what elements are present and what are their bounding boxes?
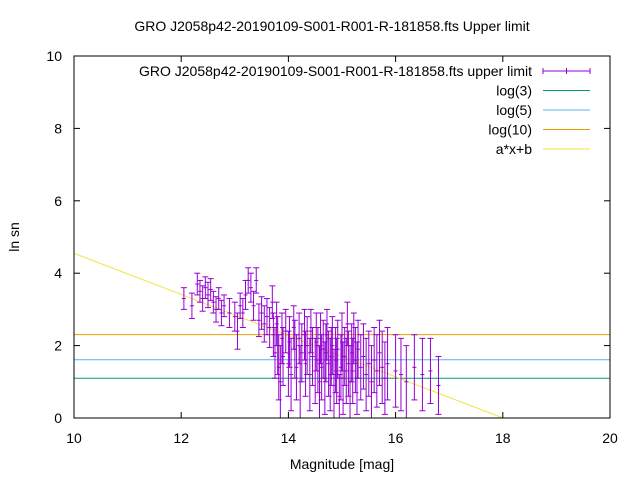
data-point (427, 337, 434, 405)
x-tick-label: 14 (281, 430, 297, 446)
data-point (298, 323, 305, 383)
data-point (237, 292, 244, 319)
legend-label: log(10) (488, 122, 532, 138)
x-axis-label: Magnitude [mag] (290, 456, 394, 472)
data-point (333, 337, 340, 405)
data-point (263, 298, 270, 336)
data-point (247, 272, 254, 303)
data-point (215, 287, 222, 310)
data-point (309, 327, 316, 386)
data-point (261, 305, 268, 343)
data-point (221, 294, 228, 318)
y-tick-label: 6 (54, 193, 62, 209)
data-point (411, 334, 418, 401)
data-point (373, 334, 380, 408)
y-tick-label: 10 (46, 48, 62, 64)
data-point (285, 330, 292, 397)
data-point (231, 301, 238, 332)
data-point (343, 337, 350, 405)
data-point (349, 337, 356, 405)
data-point (253, 267, 260, 294)
data-point (245, 267, 252, 294)
y-tick-label: 4 (54, 265, 62, 281)
data-point (194, 272, 201, 296)
data-point (419, 337, 426, 412)
legend: GRO J2058p42-20190109-S001-R001-R-181858… (139, 63, 591, 157)
data-point (234, 312, 241, 350)
data-point (403, 345, 410, 418)
legend-label: log(3) (496, 83, 532, 99)
data-point (239, 298, 246, 328)
chart-title: GRO J2058p42-20190109-S001-R001-R-181858… (134, 18, 529, 34)
data-point (266, 307, 273, 348)
data-point (188, 292, 195, 319)
data-point (293, 334, 300, 401)
data-point (368, 345, 375, 418)
data-point (202, 276, 209, 300)
data-point (210, 290, 217, 314)
data-point (218, 299, 225, 327)
data-point (384, 327, 391, 401)
data-point (270, 312, 277, 357)
data-point (379, 330, 386, 405)
data-point (258, 296, 265, 330)
data-point (280, 327, 287, 386)
data-point (290, 305, 297, 350)
data-point (365, 330, 372, 397)
y-tick-label: 0 (54, 410, 62, 426)
data-point (255, 303, 262, 338)
data-point (242, 279, 249, 310)
data-point (205, 281, 211, 309)
data-point (376, 319, 383, 386)
data-point (363, 337, 370, 412)
data-point (226, 298, 233, 328)
data-point (322, 323, 329, 383)
data-point (296, 312, 303, 365)
data-point (381, 341, 388, 415)
y-tick-label: 8 (54, 120, 62, 136)
data-points (180, 267, 442, 418)
data-point (288, 337, 295, 412)
y-tick-label: 2 (54, 338, 62, 354)
plot-frame (73, 55, 611, 419)
data-point (360, 323, 367, 390)
data-point (357, 334, 364, 401)
legend-label: a*x+b (496, 141, 532, 157)
legend-label: log(5) (496, 102, 532, 118)
x-tick-label: 10 (66, 430, 82, 446)
data-point (392, 334, 399, 408)
data-point (207, 278, 214, 301)
data-point (328, 327, 335, 386)
x-tick-label: 12 (173, 430, 189, 446)
data-point (301, 308, 308, 361)
data-point (250, 290, 257, 321)
data-point (196, 279, 203, 303)
data-point (321, 341, 328, 415)
legend-label: GRO J2058p42-20190109-S001-R001-R-181858… (139, 63, 532, 79)
data-point (180, 287, 187, 310)
x-tick-label: 20 (602, 430, 618, 446)
x-tick-label: 16 (388, 430, 404, 446)
data-point (435, 355, 442, 415)
data-point (306, 337, 313, 412)
y-axis-label: ln sn (6, 222, 22, 252)
x-tick-label: 18 (495, 430, 511, 446)
data-point (371, 327, 378, 394)
data-point (355, 319, 362, 379)
data-point (397, 337, 404, 412)
